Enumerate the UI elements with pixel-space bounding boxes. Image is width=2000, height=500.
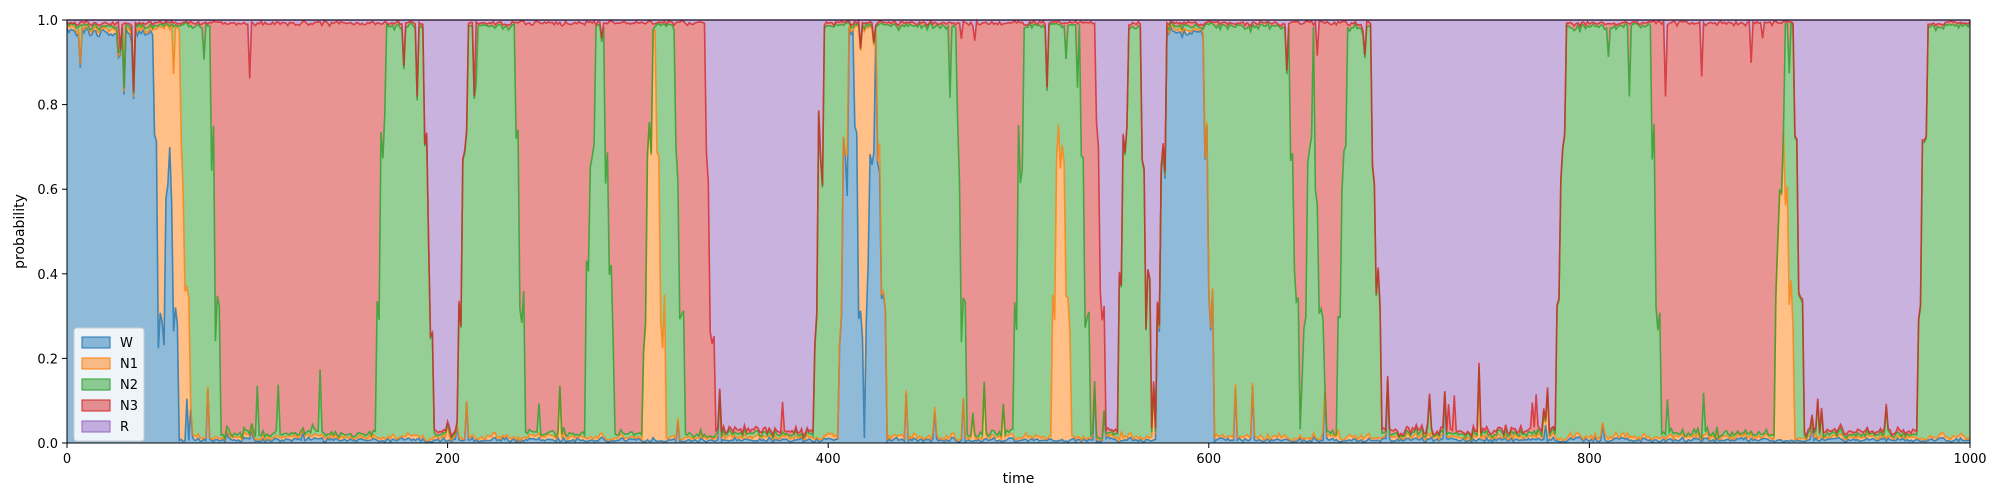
y-tick-label: 0.8 — [37, 99, 58, 114]
x-tick-label: 200 — [435, 452, 460, 467]
legend-swatch-n1 — [81, 357, 111, 370]
x-tick-label: 800 — [1577, 452, 1602, 467]
legend-swatch-w — [81, 336, 111, 349]
y-tick-label: 0.0 — [37, 437, 58, 452]
legend: W N1 N2 N3 R — [73, 327, 145, 442]
area-n3 — [67, 20, 1970, 440]
y-tick-label: 0.2 — [37, 352, 58, 367]
y-axis-label: probability — [12, 194, 28, 269]
legend-label-r: R — [120, 420, 129, 435]
stacked-areas — [67, 20, 1970, 443]
area-n1 — [67, 24, 1970, 443]
plot-frame — [66, 19, 1971, 444]
x-tick-label: 400 — [816, 452, 841, 467]
line-n1 — [66, 23, 1971, 444]
area-r — [67, 20, 1970, 437]
legend-swatch-n3 — [81, 399, 111, 412]
legend-swatch-r — [81, 420, 111, 433]
line-n3 — [66, 18, 1971, 439]
x-tick-label: 1000 — [1953, 452, 1986, 467]
y-tick-label: 0.4 — [37, 268, 58, 283]
y-tick-label: 1.0 — [37, 14, 58, 29]
line-w — [66, 24, 1971, 444]
y-tick-label: 0.6 — [37, 183, 58, 198]
legend-label-n3: N3 — [120, 399, 138, 414]
legend-swatch-n2 — [81, 378, 111, 391]
legend-label-w: W — [120, 336, 133, 351]
y-axis: 0.0 0.2 0.4 0.6 0.8 1.0 — [37, 14, 67, 452]
x-axis: 0 200 400 600 800 1000 — [63, 443, 1987, 467]
x-tick-label: 0 — [63, 452, 71, 467]
area-n2 — [67, 22, 1970, 442]
x-tick-label: 600 — [1196, 452, 1221, 467]
legend-label-n1: N1 — [120, 357, 138, 372]
line-n2 — [66, 20, 1971, 443]
x-axis-label: time — [1003, 471, 1035, 487]
legend-label-n2: N2 — [120, 378, 138, 393]
